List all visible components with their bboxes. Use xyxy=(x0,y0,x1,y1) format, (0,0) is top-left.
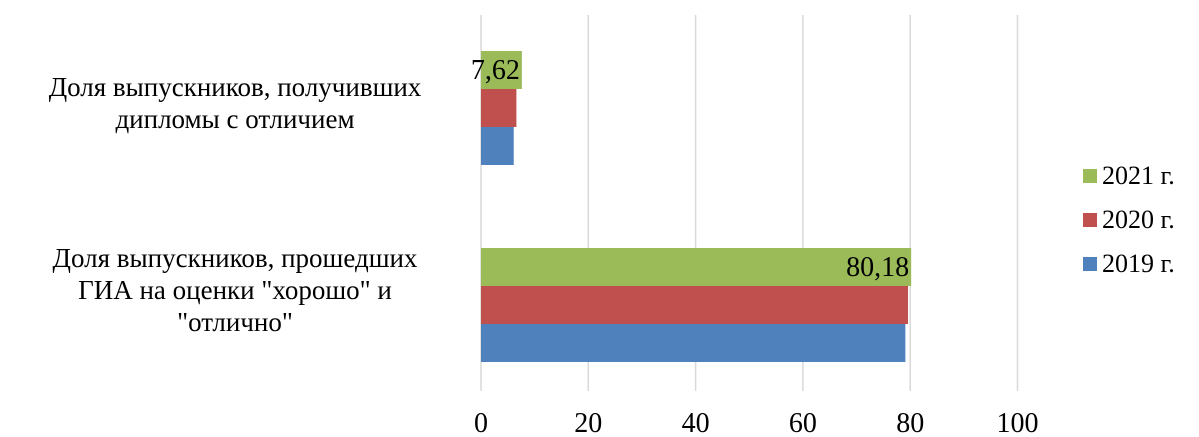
legend-item-2021: 2021 г. xyxy=(1083,154,1175,198)
legend-item-2019: 2019 г. xyxy=(1083,242,1175,286)
x-tick-label: 80 xyxy=(896,408,924,437)
x-tick-label: 0 xyxy=(474,408,488,437)
bar xyxy=(481,286,909,324)
category-label-line: "отлично" xyxy=(177,307,293,337)
x-tick-label: 20 xyxy=(574,408,602,437)
bar xyxy=(481,89,517,127)
category-label-honors: Доля выпускников, получивших дипломы с о… xyxy=(0,71,470,135)
category-label-good-excellent: Доля выпускников, прошедших ГИА на оценк… xyxy=(0,242,470,338)
legend-swatch-2019 xyxy=(1083,257,1097,271)
legend-swatch-2020 xyxy=(1083,213,1097,227)
x-tick-label: 100 xyxy=(997,408,1039,437)
data-label: 80,18 xyxy=(846,252,909,283)
bar xyxy=(481,127,514,165)
x-tick-label: 40 xyxy=(682,408,710,437)
legend-item-2020: 2020 г. xyxy=(1083,198,1175,242)
legend-label-2019: 2019 г. xyxy=(1102,249,1175,278)
category-label-line: ГИА на оценки "хорошо" и xyxy=(78,275,392,305)
legend-label-2021: 2021 г. xyxy=(1102,161,1175,190)
bar xyxy=(481,51,522,89)
category-label-line: Доля выпускников, прошедших xyxy=(52,243,418,273)
category-label-line: дипломы с отличием xyxy=(115,104,355,134)
category-label-line: Доля выпускников, получивших xyxy=(48,72,422,102)
bar xyxy=(481,248,912,286)
data-label: 7,62 xyxy=(471,55,520,86)
x-tick-label: 60 xyxy=(789,408,817,437)
legend-swatch-2021 xyxy=(1083,169,1097,183)
legend-label-2020: 2020 г. xyxy=(1102,205,1175,234)
legend: 2021 г. 2020 г. 2019 г. xyxy=(1083,154,1175,286)
bar xyxy=(481,324,906,362)
